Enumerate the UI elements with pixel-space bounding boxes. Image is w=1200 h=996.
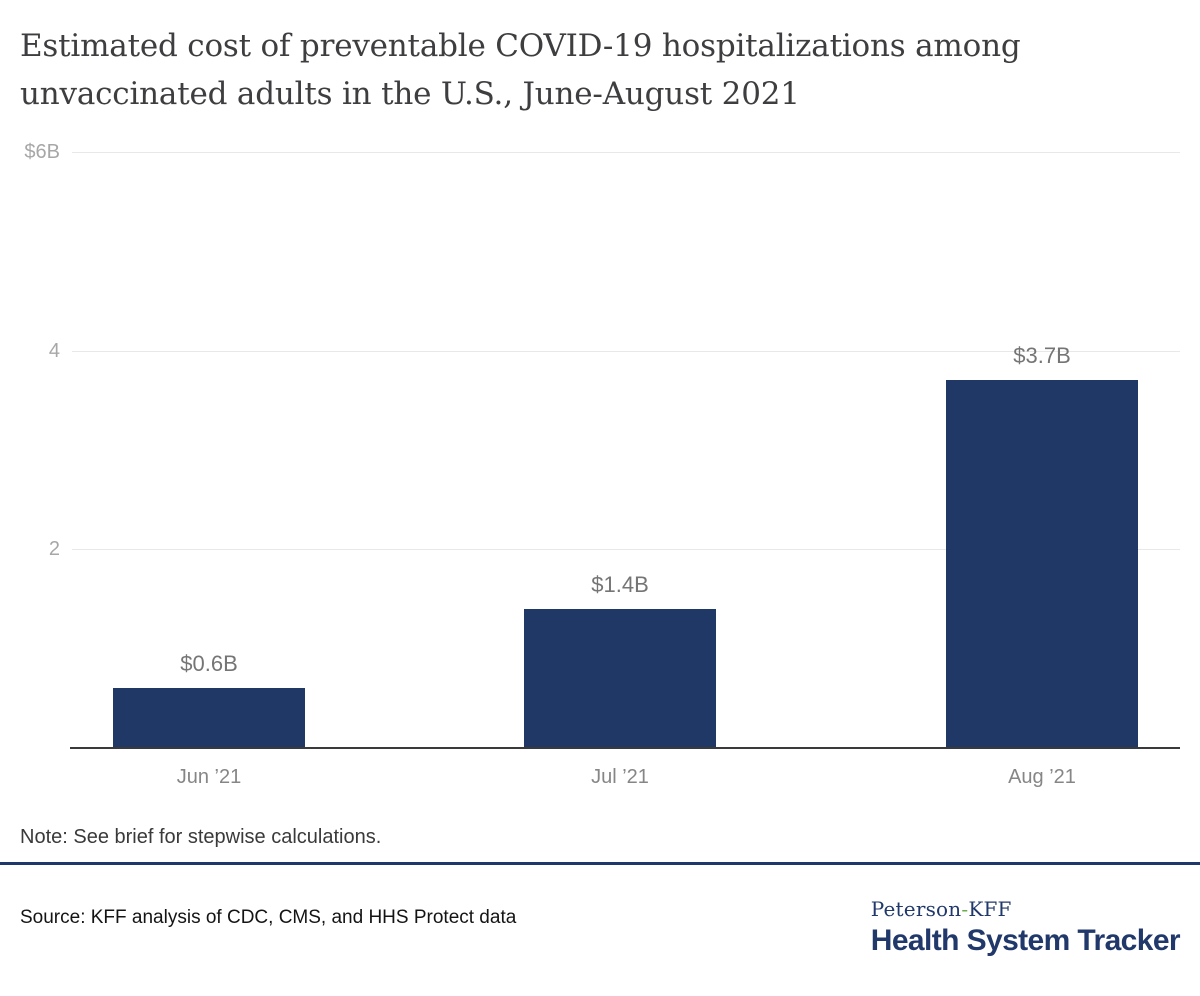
logo-peterson-kff-line: Peterson-KFF: [871, 897, 1180, 921]
gridline: [72, 549, 1180, 550]
source-text: Source: KFF analysis of CDC, CMS, and HH…: [20, 907, 517, 928]
gridline: [72, 152, 1180, 153]
bar-value-label: $1.4B: [591, 572, 649, 597]
x-axis-tick-label: Aug ’21: [1008, 766, 1076, 788]
brand-logo[interactable]: Peterson-KFF Health System Tracker: [870, 897, 1181, 958]
divider-rule: [0, 862, 1200, 865]
gridline: [72, 351, 1180, 352]
y-axis-tick-label: 4: [48, 340, 60, 362]
bar-jul-21: [524, 609, 716, 748]
y-axis-tick-label: 2: [48, 538, 60, 560]
logo-peterson: Peterson: [870, 897, 962, 921]
logo-hyphen: -: [961, 897, 969, 921]
x-axis-tick-label: Jun ’21: [176, 766, 242, 788]
x-axis-line: [70, 747, 1180, 749]
bar-aug-21: [946, 380, 1138, 748]
logo-kff: KFF: [968, 897, 1012, 921]
bar-value-label: $0.6B: [180, 651, 238, 676]
y-axis-tick-label: $6B: [24, 141, 60, 163]
logo-health-system-tracker: Health System Tracker: [870, 924, 1181, 957]
bar-jun-21: [113, 688, 305, 748]
chart-title: Estimated cost of preventable COVID-19 h…: [20, 28, 1021, 112]
note-text: Note: See brief for stepwise calculation…: [20, 826, 382, 848]
x-axis-tick-label: Jul ’21: [591, 766, 649, 788]
bar-value-label: $3.7B: [1013, 343, 1071, 368]
